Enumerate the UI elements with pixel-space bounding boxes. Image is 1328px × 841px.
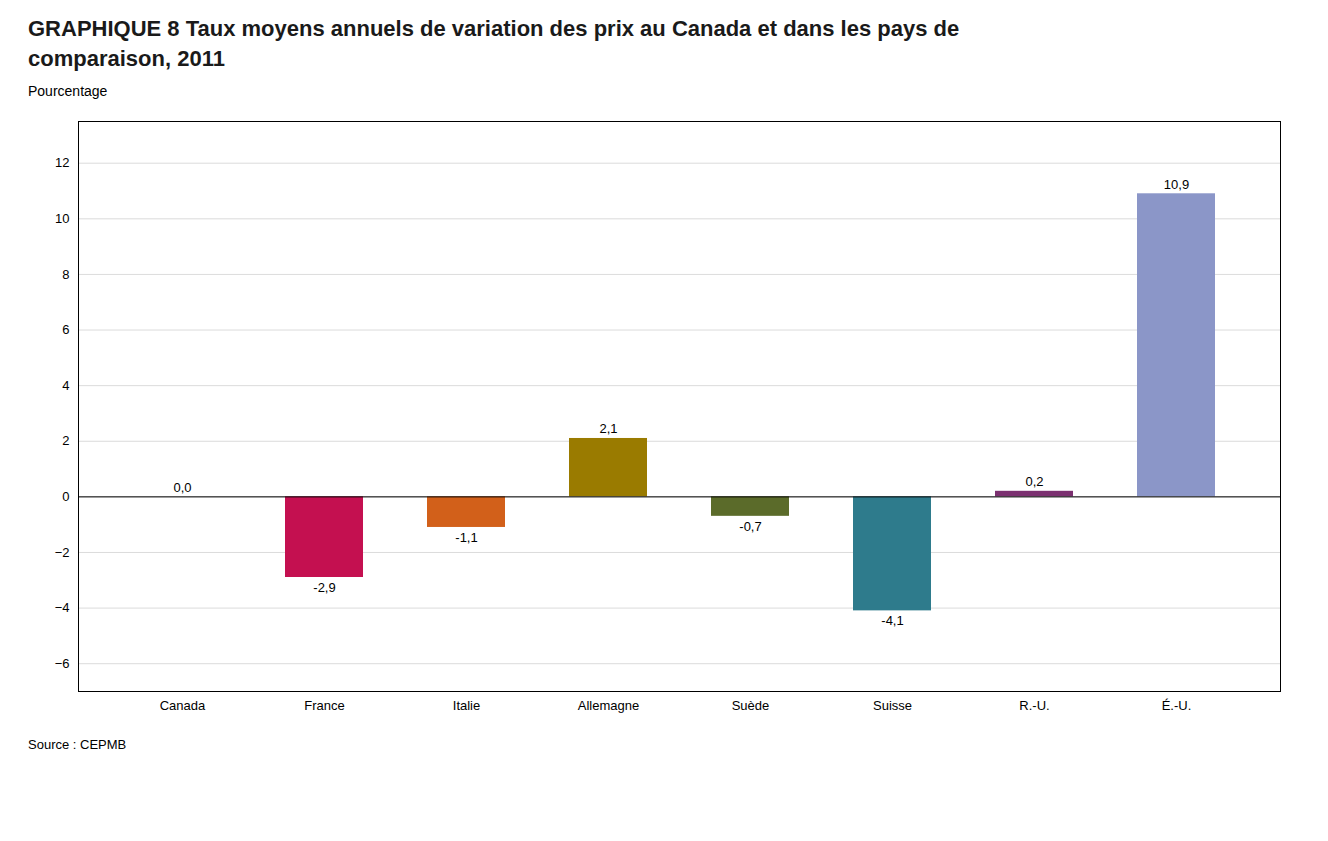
svg-text:−4: −4 — [55, 601, 70, 616]
svg-text:-2,9: -2,9 — [313, 580, 335, 595]
svg-text:0,0: 0,0 — [173, 480, 191, 495]
svg-text:0: 0 — [62, 489, 69, 504]
svg-text:−2: −2 — [55, 545, 70, 560]
svg-text:-1,1: -1,1 — [455, 530, 477, 545]
svg-text:0,2: 0,2 — [1025, 475, 1043, 490]
svg-text:2,1: 2,1 — [599, 422, 617, 437]
html-text:Pourcentage: Pourcentage — [28, 83, 108, 100]
svg-text:Suisse: Suisse — [873, 698, 912, 713]
svg-text:R.-U.: R.-U. — [1019, 698, 1049, 713]
svg-text:2: 2 — [62, 434, 69, 449]
html-text:Source : CEPMB: Source : CEPMB — [28, 737, 127, 753]
svg-text:Italie: Italie — [453, 698, 480, 713]
svg-text:4: 4 — [62, 378, 69, 393]
svg-text:12: 12 — [55, 156, 69, 171]
svg-text:-0,7: -0,7 — [739, 519, 761, 534]
svg-text:France: France — [304, 698, 344, 713]
svg-text:Canada: Canada — [160, 698, 206, 713]
svg-text:8: 8 — [62, 267, 69, 282]
html-text:GRAPHIQUE 8 Taux moyens annuel: GRAPHIQUE 8 Taux moyens annuels de varia… — [28, 16, 960, 71]
svg-text:10,9: 10,9 — [1164, 177, 1189, 192]
svg-text:-4,1: -4,1 — [881, 613, 903, 628]
svg-text:−6: −6 — [55, 656, 70, 671]
svg-text:10: 10 — [55, 211, 69, 226]
svg-text:6: 6 — [62, 323, 69, 338]
svg-text:É.-U.: É.-U. — [1162, 698, 1192, 713]
svg-text:Allemagne: Allemagne — [578, 698, 639, 713]
svg-text:Suède: Suède — [732, 698, 770, 713]
